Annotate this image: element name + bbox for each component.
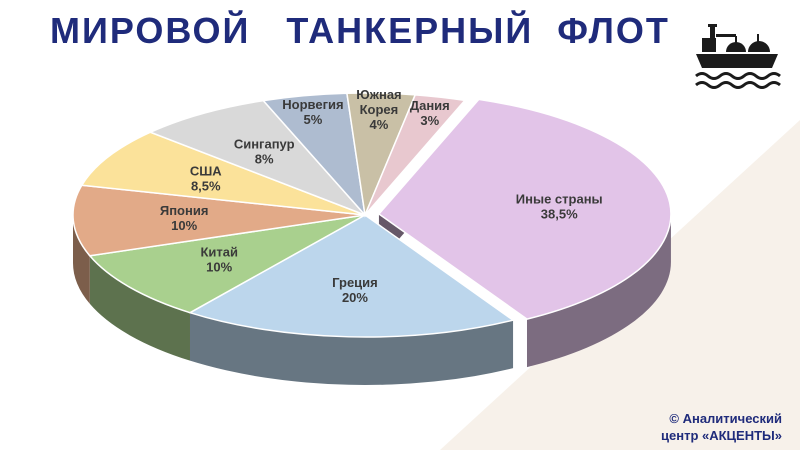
copyright-line-1: © Аналитический bbox=[669, 411, 782, 426]
pie-slice-side-2 bbox=[89, 255, 190, 361]
slice-value-label-5: 8% bbox=[255, 152, 274, 167]
copyright-note: © Аналитический центр «АКЦЕНТЫ» bbox=[661, 410, 782, 444]
slice-name-label-1: Греция bbox=[332, 275, 378, 290]
pie-slice-3 bbox=[72, 184, 366, 257]
slice-name-label-5: Сингапур bbox=[234, 137, 295, 152]
pie-slice-4 bbox=[80, 131, 366, 216]
pie-slice-8 bbox=[364, 94, 467, 216]
pie-slice-1 bbox=[188, 214, 515, 338]
slice-value-label-6: 5% bbox=[304, 112, 323, 127]
page-title: МИРОВОЙ ТАНКЕРНЫЙ ФЛОТ bbox=[50, 10, 670, 51]
pie-slice-0 bbox=[377, 98, 672, 320]
slice-value-label-7: 4% bbox=[370, 117, 389, 132]
slice-value-label-8: 3% bbox=[420, 113, 439, 128]
slice-name-label-2: Китай bbox=[200, 244, 238, 259]
slice-value-label-1: 20% bbox=[342, 290, 368, 305]
slice-name-label-6: Норвегия bbox=[282, 97, 343, 112]
slice-name-label-8: Дания bbox=[410, 98, 450, 113]
slice-name-label-0: Иные страны bbox=[516, 192, 603, 207]
pie-slice-2 bbox=[88, 214, 366, 314]
tanker-ship-icon bbox=[695, 24, 781, 89]
slice-name-label-7: Южная bbox=[356, 87, 401, 102]
copyright-line-2: центр «АКЦЕНТЫ» bbox=[661, 428, 782, 443]
slice-name-label-3: Япония bbox=[160, 203, 209, 218]
slice-value-label-3: 10% bbox=[171, 218, 197, 233]
slice-value-label-4: 8,5% bbox=[191, 179, 221, 194]
pie-slice-side-0 bbox=[526, 213, 671, 368]
pie-slice-5 bbox=[148, 99, 366, 216]
slice-value-label-0: 38,5% bbox=[541, 207, 578, 222]
slice-name-label-7: Корея bbox=[360, 102, 399, 117]
slice-value-label-2: 10% bbox=[206, 259, 232, 274]
slice-name-label-4: США bbox=[190, 164, 222, 179]
